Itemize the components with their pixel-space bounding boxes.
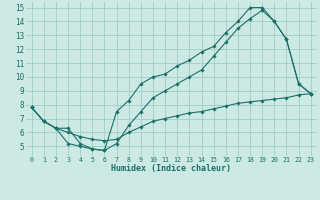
X-axis label: Humidex (Indice chaleur): Humidex (Indice chaleur) (111, 164, 231, 174)
